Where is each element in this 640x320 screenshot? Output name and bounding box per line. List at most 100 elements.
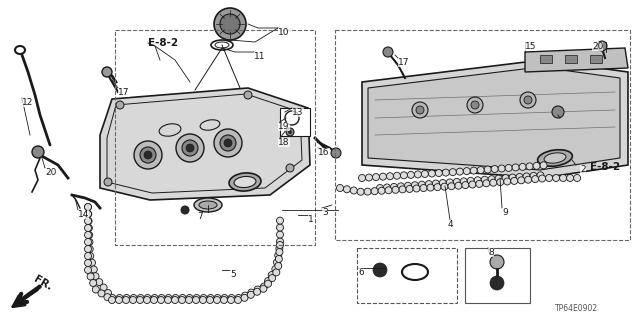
Text: 13: 13 [292,108,303,117]
Circle shape [241,294,248,301]
Circle shape [467,177,474,184]
Circle shape [401,172,408,179]
Ellipse shape [538,150,572,166]
Circle shape [104,178,112,186]
Circle shape [276,217,284,224]
Circle shape [84,218,92,225]
Circle shape [172,297,179,303]
Text: 5: 5 [230,270,236,279]
Circle shape [357,188,364,195]
Circle shape [276,249,283,255]
Circle shape [214,129,242,157]
Circle shape [273,259,280,266]
Circle shape [358,174,365,181]
Circle shape [462,182,469,188]
Circle shape [84,238,92,245]
Circle shape [90,266,97,273]
Circle shape [244,91,252,99]
Circle shape [530,172,537,180]
Circle shape [86,245,93,252]
Circle shape [433,180,439,187]
Text: 12: 12 [22,98,33,107]
Circle shape [241,292,248,299]
Circle shape [104,294,111,300]
Circle shape [137,294,144,301]
Circle shape [469,181,476,188]
Text: 20: 20 [592,42,604,51]
Text: 19: 19 [278,122,289,131]
Circle shape [428,170,435,177]
Circle shape [84,211,92,218]
Circle shape [371,188,378,195]
Circle shape [412,182,419,189]
Circle shape [378,187,385,194]
Circle shape [498,165,505,172]
Circle shape [260,283,268,290]
Circle shape [488,176,495,183]
Circle shape [520,92,536,108]
Circle shape [413,185,420,192]
Text: 16: 16 [318,148,330,157]
Ellipse shape [199,201,217,209]
Circle shape [86,231,93,238]
Circle shape [426,180,433,188]
Text: 8: 8 [488,248,493,257]
Circle shape [566,174,573,181]
Circle shape [286,164,294,172]
Circle shape [186,144,194,152]
Circle shape [84,252,92,260]
Circle shape [421,171,428,178]
Circle shape [115,297,122,303]
Circle shape [392,186,399,193]
Circle shape [491,165,498,172]
Text: 1: 1 [308,215,314,224]
Circle shape [481,176,488,183]
Circle shape [92,273,99,280]
Circle shape [86,238,93,245]
Circle shape [186,297,193,303]
Circle shape [490,179,497,186]
Circle shape [276,242,284,249]
Circle shape [248,289,255,296]
Circle shape [228,294,235,301]
Circle shape [102,67,112,77]
Circle shape [116,101,124,109]
Circle shape [435,170,442,177]
Circle shape [519,164,526,171]
Circle shape [84,225,92,231]
Circle shape [442,169,449,176]
Circle shape [470,167,477,174]
Text: 15: 15 [525,42,536,51]
Circle shape [446,179,453,186]
Circle shape [85,218,92,225]
Circle shape [518,177,525,184]
Text: E-8-2: E-8-2 [590,162,620,172]
Circle shape [441,183,448,190]
Circle shape [172,294,179,301]
Circle shape [532,176,539,183]
Circle shape [186,294,193,301]
Circle shape [32,146,44,158]
Bar [465,248,530,303]
Circle shape [104,290,111,297]
Circle shape [456,168,463,175]
Circle shape [509,174,516,181]
Circle shape [390,183,397,190]
Text: 2: 2 [580,165,586,174]
Polygon shape [368,67,620,170]
Circle shape [559,174,566,181]
Circle shape [552,174,559,181]
Circle shape [502,175,509,181]
Text: 4: 4 [448,220,454,229]
Circle shape [414,171,421,178]
Circle shape [221,294,228,301]
Circle shape [84,245,92,252]
Circle shape [88,259,95,266]
Circle shape [427,184,434,191]
Circle shape [453,178,460,185]
Circle shape [84,260,92,267]
Circle shape [158,294,165,301]
Circle shape [373,263,387,277]
Circle shape [276,245,283,252]
Circle shape [220,14,240,34]
